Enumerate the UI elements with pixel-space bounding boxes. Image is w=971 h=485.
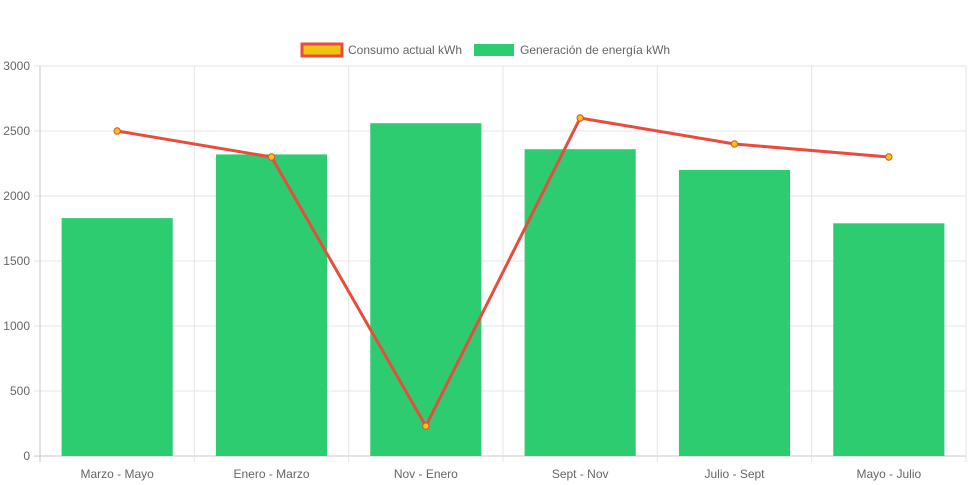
x-tick-label: Nov - Enero: [394, 467, 458, 481]
axes: 0 500 1000 1500 2000 2500 3000 Marzo - Mayo Ener…: [3, 59, 921, 481]
y-tick-label: 1500: [3, 254, 30, 268]
point-consumo[interactable]: [113, 127, 121, 135]
point-consumo[interactable]: [730, 140, 739, 148]
grid-lines: [34, 65, 967, 462]
legend-item-consumo[interactable]: Consumo actual kWh: [300, 42, 462, 58]
line-series: [113, 114, 893, 430]
bar-generacion[interactable]: [833, 223, 945, 456]
x-tick-label: Enero - Marzo: [233, 467, 309, 481]
y-tick-label: 0: [23, 449, 30, 463]
legend-label-generacion: Generación de energía kWh: [520, 43, 670, 57]
y-tick-label: 2500: [3, 124, 30, 138]
point-consumo[interactable]: [576, 114, 584, 122]
bar-generacion[interactable]: [370, 123, 482, 456]
y-tick-label: 1000: [3, 319, 30, 333]
point-consumo[interactable]: [422, 422, 430, 430]
x-tick-label: Sept - Nov: [552, 467, 609, 481]
line-consumo: [116, 116, 889, 430]
x-tick-label: Mayo - Julio: [856, 467, 921, 481]
bar-generacion[interactable]: [215, 154, 328, 456]
bar-generacion[interactable]: [524, 149, 636, 456]
x-tick-label: Julio - Sept: [704, 467, 765, 481]
y-tick-label: 2000: [3, 189, 30, 203]
bar-generacion[interactable]: [61, 218, 173, 456]
x-tick-label: Marzo - Mayo: [80, 467, 154, 481]
bar-series: [61, 123, 945, 456]
legend-label-consumo: Consumo actual kWh: [348, 43, 462, 57]
legend-swatch-generacion: [474, 44, 514, 56]
bar-generacion[interactable]: [678, 170, 791, 456]
legend[interactable]: Consumo actual kWh Generación de energía…: [300, 42, 670, 58]
y-tick-label: 500: [10, 384, 30, 398]
legend-item-generacion[interactable]: Generación de energía kWh: [474, 43, 670, 57]
legend-swatch-consumo: [300, 42, 344, 58]
y-tick-label: 3000: [3, 59, 30, 73]
point-consumo[interactable]: [885, 153, 893, 161]
point-consumo[interactable]: [267, 153, 276, 161]
